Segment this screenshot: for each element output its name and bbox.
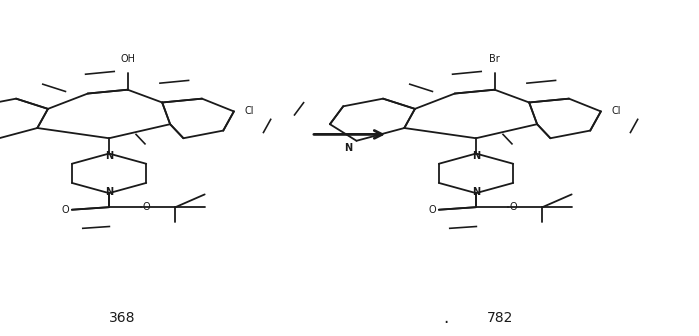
- Text: .: .: [443, 308, 449, 327]
- Text: 782: 782: [487, 310, 513, 325]
- Text: O: O: [428, 205, 436, 215]
- Text: Cl: Cl: [245, 107, 254, 116]
- Text: N: N: [472, 187, 480, 197]
- Text: N: N: [105, 187, 113, 197]
- Text: Cl: Cl: [612, 107, 621, 116]
- Text: O: O: [62, 205, 69, 215]
- Text: O: O: [510, 202, 517, 212]
- Text: N: N: [472, 151, 480, 161]
- Text: N: N: [345, 143, 352, 154]
- Text: 368: 368: [109, 310, 136, 325]
- Text: O: O: [143, 202, 150, 212]
- Text: Br: Br: [489, 54, 500, 64]
- Text: N: N: [105, 151, 113, 161]
- Text: OH: OH: [120, 54, 135, 64]
